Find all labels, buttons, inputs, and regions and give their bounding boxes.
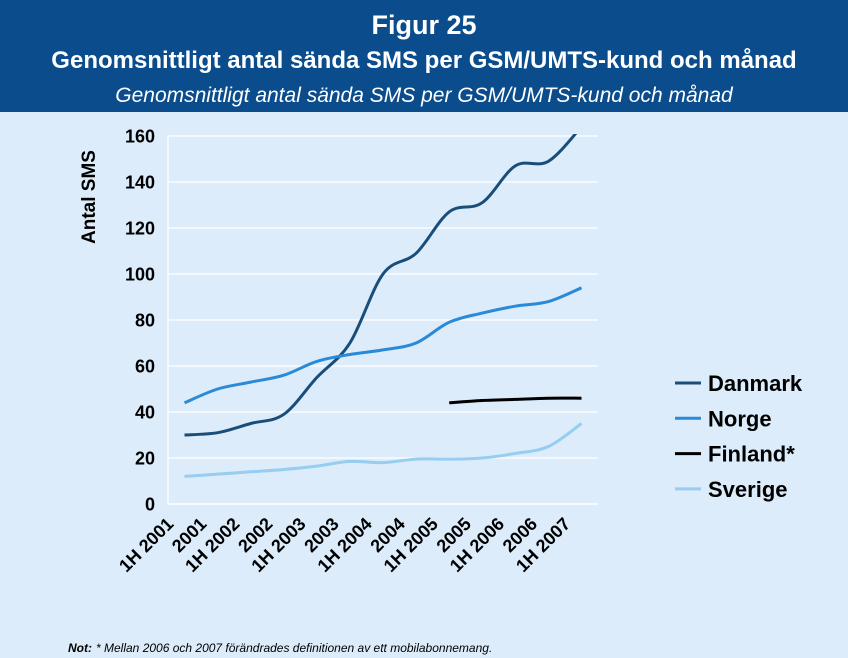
footnote-text: * Mellan 2006 och 2007 förändrades defin… [96, 641, 493, 655]
data-point-danmark [480, 201, 484, 205]
data-point-sverige [282, 468, 286, 472]
data-point-danmark [579, 125, 583, 129]
data-point-danmark [216, 431, 220, 435]
legend-label-norge: Norge [708, 406, 772, 431]
data-point-danmark [315, 376, 319, 380]
data-point-danmark [513, 164, 517, 168]
series-sverige [183, 422, 583, 478]
gridlines [168, 135, 598, 505]
y-tick-label: 140 [125, 173, 155, 193]
data-point-norge [315, 359, 319, 363]
axes [167, 136, 598, 505]
series-danmark [183, 125, 583, 437]
x-tick-label: 1H 2001 [115, 514, 177, 576]
data-point-norge [381, 348, 385, 352]
y-tick-label: 80 [135, 311, 155, 331]
data-point-sverige [513, 451, 517, 455]
data-point-danmark [381, 272, 385, 276]
data-point-sverige [249, 470, 253, 474]
data-point-norge [480, 311, 484, 315]
y-tick-label: 40 [135, 403, 155, 423]
data-point-sverige [315, 464, 319, 468]
data-point-sverige [480, 456, 484, 460]
data-point-sverige [183, 474, 187, 478]
data-point-sverige [348, 459, 352, 463]
data-point-norge [579, 286, 583, 290]
series-finland [447, 396, 583, 405]
footnote: Not: * Mellan 2006 och 2007 förändrades d… [68, 641, 492, 656]
data-point-danmark [348, 341, 352, 345]
legend-label-danmark: Danmark [708, 371, 803, 396]
data-point-danmark [447, 210, 451, 214]
legend-item-danmark: Danmark [675, 371, 803, 396]
data-point-norge [414, 341, 418, 345]
legend-label-sverige: Sverige [708, 477, 788, 502]
data-point-finland [513, 397, 517, 401]
data-point-danmark [546, 159, 550, 163]
figure-header: Figur 25 Genomsnittligt antal sända SMS … [0, 0, 848, 112]
data-point-danmark [249, 422, 253, 426]
data-point-norge [282, 373, 286, 377]
data-point-sverige [381, 461, 385, 465]
data-point-norge [447, 320, 451, 324]
y-axis-label: Antal SMS [79, 150, 100, 244]
y-tick-label: 0 [145, 495, 155, 515]
y-tick-label: 160 [125, 127, 155, 147]
legend-label-finland: Finland* [708, 442, 795, 467]
data-point-finland [546, 396, 550, 400]
data-point-norge [216, 387, 220, 391]
data-point-finland [480, 399, 484, 403]
data-point-norge [513, 304, 517, 308]
y-tick-label: 60 [135, 357, 155, 377]
data-point-danmark [282, 412, 286, 416]
y-axis-ticks: 0 20 40 60 80 100 120 140 160 [125, 127, 155, 515]
legend-item-finland: Finland* [675, 442, 795, 467]
y-tick-label: 20 [135, 449, 155, 469]
data-point-finland [447, 401, 451, 405]
y-tick-label: 100 [125, 265, 155, 285]
data-point-sverige [414, 457, 418, 461]
series-line-finland [449, 396, 582, 405]
series-lines [183, 125, 583, 478]
series-line-norge [183, 286, 583, 405]
series-norge [183, 286, 583, 405]
data-point-danmark [414, 251, 418, 255]
data-point-danmark [183, 433, 187, 437]
data-point-sverige [216, 472, 220, 476]
data-point-sverige [447, 457, 451, 461]
legend-item-norge: Norge [675, 406, 772, 431]
legend-item-sverige: Sverige [675, 477, 788, 502]
data-point-finland [579, 396, 583, 400]
footnote-label: Not: [68, 641, 92, 655]
y-tick-label: 120 [125, 219, 155, 239]
figure-number: Figur 25 [371, 10, 477, 40]
data-point-norge [183, 401, 187, 405]
data-point-norge [546, 300, 550, 304]
data-point-sverige [546, 445, 550, 449]
series-line-sverige [184, 422, 583, 478]
series-line-danmark [184, 134, 578, 437]
chart-subtitle: Genomsnittligt antal sända SMS per GSM/U… [115, 84, 733, 107]
data-point-sverige [579, 422, 583, 426]
chart-title: Genomsnittligt antal sända SMS per GSM/U… [51, 47, 797, 74]
legend: Danmark Norge Finland* Sverige [675, 371, 803, 502]
data-point-norge [348, 353, 352, 357]
data-point-norge [249, 380, 253, 384]
